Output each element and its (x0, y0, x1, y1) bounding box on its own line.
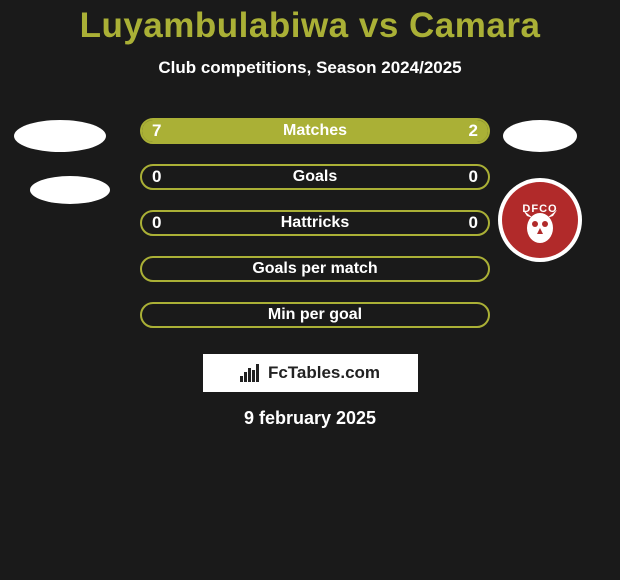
player-avatar-right (503, 120, 577, 152)
stat-row: Min per goal (0, 296, 620, 342)
player-avatar-left (14, 120, 106, 152)
bar-track (140, 164, 490, 190)
page-subtitle: Club competitions, Season 2024/2025 (0, 58, 620, 78)
page-title: Luyambulabiwa vs Camara (0, 0, 620, 46)
bar-seg-left (142, 120, 395, 142)
logo-text: FcTables.com (268, 363, 380, 383)
chart-icon (240, 364, 262, 382)
bar-track (140, 256, 490, 282)
bar-track (140, 210, 490, 236)
logo-box: FcTables.com (203, 354, 418, 392)
club-badge-right: DFCO (498, 178, 582, 262)
club-badge-left (30, 176, 110, 204)
bar-track (140, 302, 490, 328)
bar-seg-right (395, 120, 488, 142)
owl-icon (519, 208, 561, 246)
bar-track (140, 118, 490, 144)
date-text: 9 february 2025 (0, 408, 620, 429)
